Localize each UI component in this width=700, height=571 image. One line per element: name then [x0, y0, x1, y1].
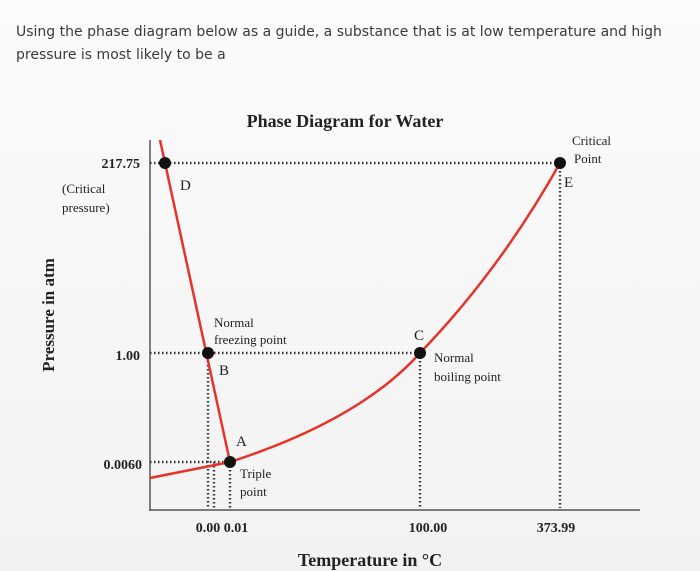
guide-lines	[150, 161, 562, 508]
note: pressure)	[62, 200, 110, 215]
point-letter: E	[564, 175, 573, 191]
note: freezing point	[214, 332, 287, 347]
note: Critical	[572, 133, 611, 148]
x-label: 100.00	[409, 521, 448, 536]
y-label: 1.00	[116, 349, 141, 364]
note: Normal	[214, 315, 254, 330]
note: boiling point	[434, 369, 501, 384]
x-label: 373.99	[537, 521, 576, 536]
note: point	[240, 484, 267, 499]
note: Triple	[240, 466, 272, 481]
x-label: 0.00 0.01	[196, 521, 249, 536]
diagram-title: Phase Diagram for Water	[247, 111, 444, 131]
question-line: Using the phase diagram below as a guide…	[16, 24, 662, 40]
note: Point	[574, 151, 602, 166]
y-label: 0.0060	[104, 458, 143, 473]
note: (Critical	[62, 181, 106, 196]
points	[159, 157, 566, 468]
point-letter: C	[414, 328, 424, 344]
y-label: 217.75	[102, 157, 141, 172]
phase-curves	[149, 139, 562, 480]
question-line: pressure is most likely to be a	[16, 47, 226, 63]
point-letter: D	[180, 178, 191, 194]
x-axis-label: Temperature in °C	[298, 550, 442, 570]
point-letter: A	[236, 434, 247, 450]
note: Normal	[434, 350, 474, 365]
point-letter: B	[219, 363, 229, 379]
y-axis-label: Pressure in atm	[39, 258, 58, 372]
